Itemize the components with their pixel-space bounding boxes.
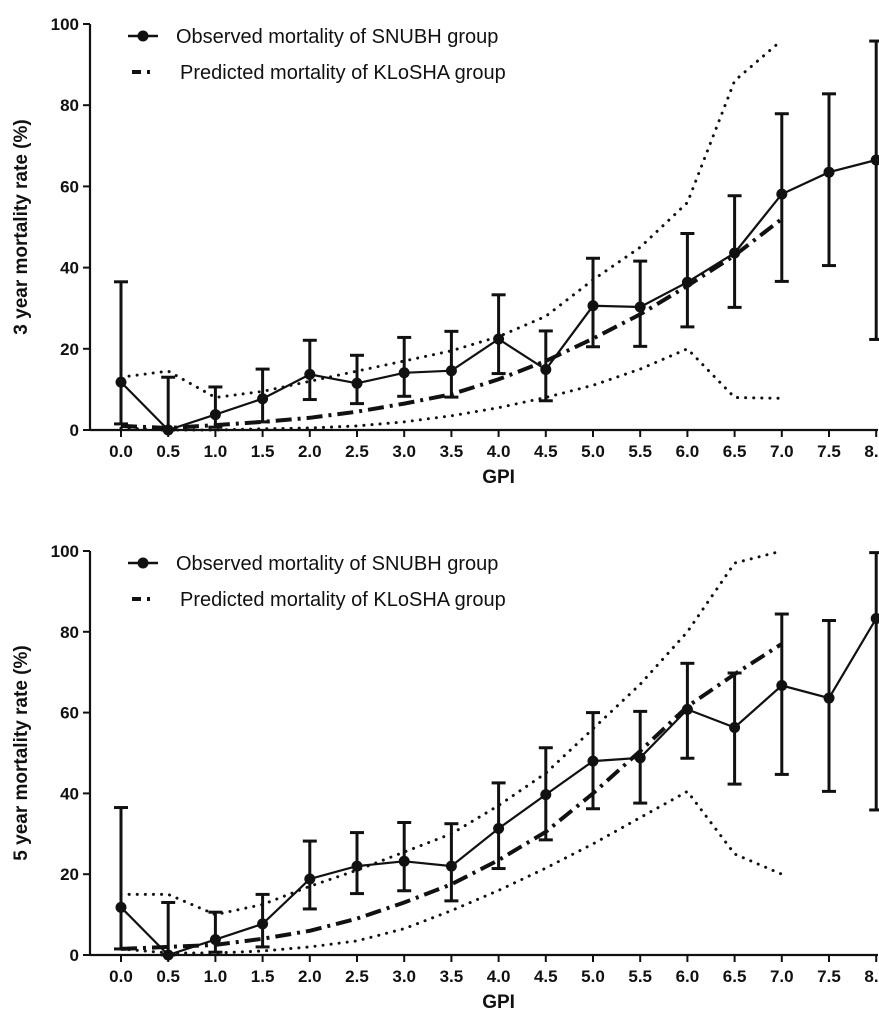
x-tick-label: 2.5 — [345, 442, 369, 461]
data-point — [351, 377, 363, 389]
x-tick-label: 2.5 — [345, 967, 369, 986]
data-point — [729, 722, 741, 734]
data-point — [115, 901, 127, 913]
x-tick-label: 3.5 — [440, 442, 464, 461]
y-tick-label: 60 — [60, 704, 79, 723]
ci-band-line-upper — [119, 549, 784, 917]
data-point — [304, 873, 316, 885]
y-tick-label: 20 — [60, 340, 79, 359]
data-point — [776, 680, 788, 692]
y-axis-label: 5 year mortality rate (%) — [11, 645, 32, 860]
x-tick-label: 7.5 — [817, 967, 841, 986]
x-tick-label: 5.5 — [628, 442, 652, 461]
predicted-mortality-line — [120, 642, 783, 951]
y-tick-label: 60 — [60, 177, 79, 196]
data-point — [540, 789, 552, 801]
x-tick-label: 7.0 — [770, 442, 794, 461]
data-point — [162, 949, 174, 961]
legend-label-observed: Observed mortality of SNUBH group — [176, 26, 498, 48]
chart-1: 0 20 40 60 80 100 0.0 0.5 1.0 1.5 2.0 2.5 3.0 3.5 4.0 4… — [11, 15, 879, 488]
data-point — [823, 692, 835, 704]
x-tick-label: 7.5 — [817, 442, 841, 461]
data-point — [870, 612, 879, 624]
data-point — [115, 376, 127, 388]
x-tick-label: 8.0 — [864, 442, 879, 461]
x-tick-label: 6.5 — [723, 442, 747, 461]
y-axis-label: 3 year mortality rate (%) — [11, 119, 32, 334]
x-tick-label: 3.0 — [392, 442, 416, 461]
data-point — [823, 166, 835, 178]
data-point — [634, 301, 646, 313]
y-tick-label: 80 — [60, 96, 79, 115]
x-tick-label: 0.0 — [109, 442, 133, 461]
y-tick-label: 80 — [60, 623, 79, 642]
data-point — [870, 154, 879, 166]
x-tick-label: 1.5 — [251, 442, 275, 461]
chart-2: 0 20 40 60 80 100 0.0 0.5 1.0 1.5 2.0 2.5 3.0 3.5 4.0 4… — [11, 542, 879, 1013]
x-axis-label: GPI — [482, 467, 515, 488]
x-tick-label: 6.0 — [676, 967, 700, 986]
y-tick-label: 20 — [60, 865, 79, 884]
data-point — [587, 755, 599, 767]
x-tick-label: 5.5 — [628, 967, 652, 986]
y-tick-label: 0 — [70, 421, 79, 440]
x-tick-label: 4.0 — [487, 442, 511, 461]
data-point — [493, 823, 505, 835]
x-tick-label: 6.0 — [676, 442, 700, 461]
data-point — [257, 393, 269, 405]
legend: Observed mortality of SNUBH group Predict… — [128, 26, 506, 84]
data-point — [257, 918, 269, 930]
data-point — [304, 368, 316, 380]
x-tick-label: 0.5 — [156, 967, 180, 986]
x-tick-label: 5.0 — [581, 967, 605, 986]
x-tick-label: 3.5 — [440, 967, 464, 986]
data-point — [445, 365, 457, 377]
data-point — [209, 409, 221, 421]
y-tick-label: 0 — [70, 946, 79, 965]
x-tick-label: 4.0 — [487, 967, 511, 986]
ci-band-line-lower — [119, 347, 784, 432]
x-tick-label: 4.5 — [534, 442, 558, 461]
x-tick-label: 8.0 — [864, 967, 879, 986]
x-tick-label: 5.0 — [581, 442, 605, 461]
data-point — [398, 855, 410, 867]
data-point — [587, 300, 599, 312]
y-tick-label: 100 — [51, 542, 79, 561]
data-point — [540, 364, 552, 376]
legend-label-predicted: Predicted mortality of KLoSHA group — [180, 62, 506, 84]
data-point — [398, 367, 410, 379]
x-tick-label: 3.0 — [392, 967, 416, 986]
ci-band-line-lower — [119, 789, 784, 955]
x-axis-label: GPI — [482, 992, 515, 1013]
x-tick-label: 1.0 — [204, 967, 228, 986]
predicted-mortality-line — [120, 217, 784, 431]
y-tick-label: 100 — [51, 15, 79, 34]
data-point — [209, 934, 221, 946]
legend-label-observed: Observed mortality of SNUBH group — [176, 553, 498, 575]
legend-marker-observed — [137, 557, 149, 569]
y-tick-label: 40 — [60, 259, 79, 278]
x-tick-label: 6.5 — [723, 967, 747, 986]
x-tick-label: 2.0 — [298, 967, 322, 986]
x-tick-label: 1.0 — [204, 442, 228, 461]
data-point — [445, 860, 457, 872]
x-tick-label: 0.5 — [156, 442, 180, 461]
x-tick-label: 7.0 — [770, 967, 794, 986]
legend-marker-observed — [137, 30, 149, 42]
data-point — [776, 188, 788, 200]
x-tick-label: 0.0 — [109, 967, 133, 986]
legend: Observed mortality of SNUBH group Predict… — [128, 553, 506, 611]
x-tick-label: 4.5 — [534, 967, 558, 986]
x-tick-label: 1.5 — [251, 967, 275, 986]
x-tick-label: 2.0 — [298, 442, 322, 461]
legend-label-predicted: Predicted mortality of KLoSHA group — [180, 589, 506, 611]
y-tick-label: 40 — [60, 784, 79, 803]
